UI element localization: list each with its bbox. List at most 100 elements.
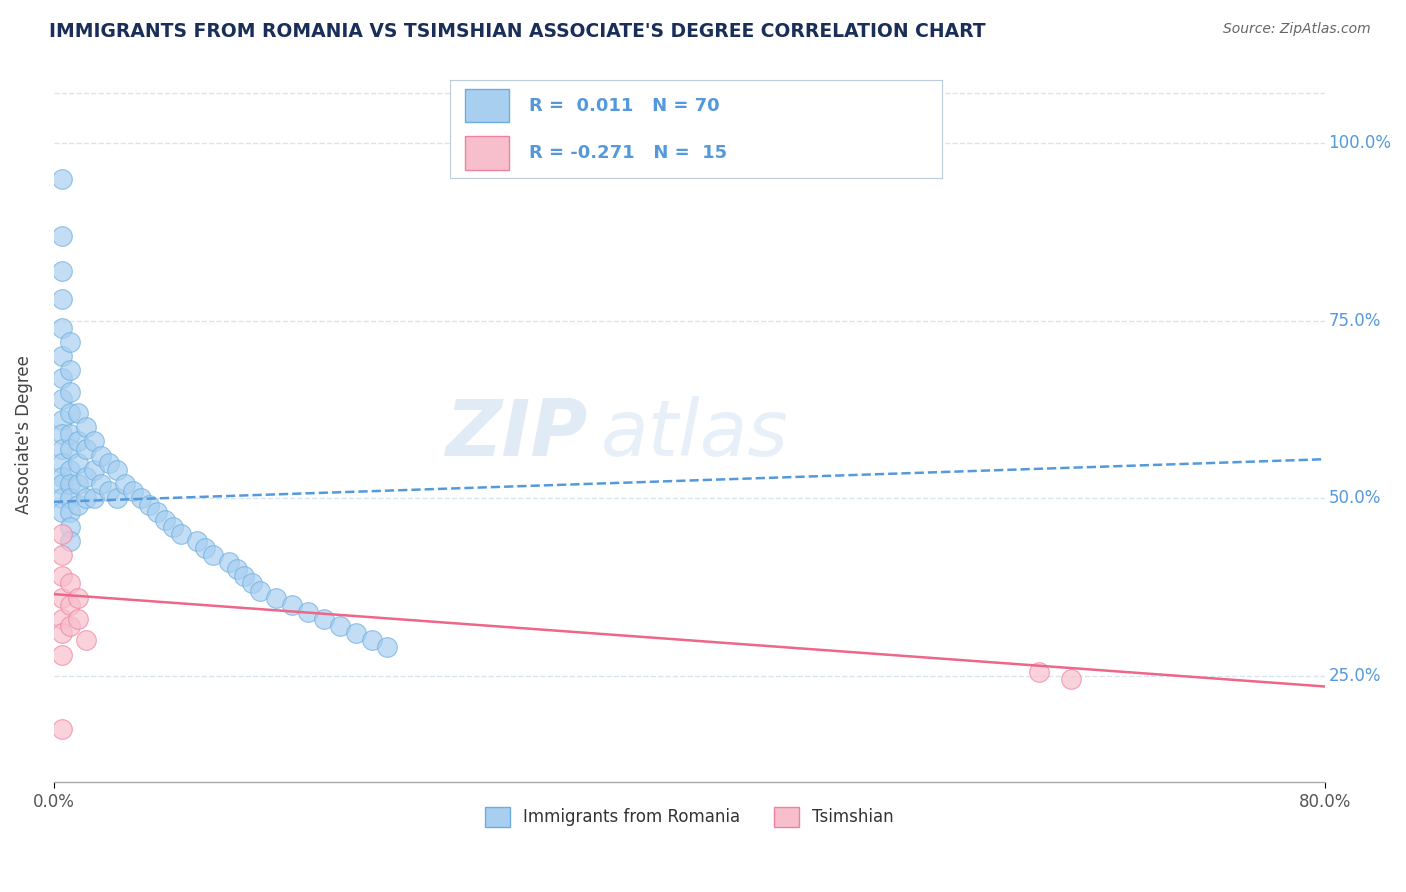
Point [66, 612, 89, 626]
Point [51, 392, 73, 406]
Point [98, 484, 121, 499]
Point [51, 591, 73, 605]
Text: 50.0%: 50.0% [1329, 490, 1381, 508]
Point [51, 722, 73, 736]
Point [146, 506, 169, 520]
Point [59, 506, 82, 520]
Point [75, 633, 97, 648]
Point [59, 427, 82, 442]
Point [59, 576, 82, 591]
Point [377, 640, 399, 655]
Point [51, 349, 73, 363]
Text: R =  0.011   N = 70: R = 0.011 N = 70 [529, 97, 720, 115]
Point [59, 384, 82, 399]
Point [249, 583, 271, 598]
Point [83, 434, 105, 449]
Point [51, 626, 73, 640]
Point [75, 442, 97, 456]
Text: 25.0%: 25.0% [1329, 667, 1381, 685]
Point [360, 633, 382, 648]
Point [51, 321, 73, 335]
Point [218, 555, 240, 569]
Point [186, 533, 208, 548]
Point [170, 526, 193, 541]
Point [329, 619, 352, 633]
Point [59, 363, 82, 377]
Point [51, 612, 73, 626]
Point [51, 470, 73, 484]
Point [66, 499, 89, 513]
Point [66, 477, 89, 491]
Point [1059, 673, 1081, 687]
Y-axis label: Associate's Degree: Associate's Degree [15, 355, 32, 514]
FancyBboxPatch shape [464, 136, 509, 169]
Point [162, 519, 184, 533]
Text: R = -0.271   N =  15: R = -0.271 N = 15 [529, 144, 727, 161]
Point [344, 626, 367, 640]
Point [59, 519, 82, 533]
Point [114, 477, 136, 491]
Point [59, 406, 82, 420]
Point [51, 648, 73, 662]
Point [51, 293, 73, 307]
Point [59, 598, 82, 612]
Point [129, 491, 152, 506]
Point [51, 548, 73, 562]
Point [66, 591, 89, 605]
Point [59, 442, 82, 456]
Text: atlas: atlas [600, 396, 789, 473]
Point [281, 598, 304, 612]
Point [51, 442, 73, 456]
Point [201, 548, 224, 562]
Point [83, 491, 105, 506]
Point [312, 612, 335, 626]
Point [59, 477, 82, 491]
Point [59, 491, 82, 506]
Point [51, 526, 73, 541]
Point [66, 434, 89, 449]
Point [51, 456, 73, 470]
Point [105, 463, 128, 477]
Point [194, 541, 217, 555]
Point [122, 484, 145, 499]
Point [75, 491, 97, 506]
Point [138, 499, 160, 513]
Point [98, 456, 121, 470]
Point [83, 463, 105, 477]
Point [51, 413, 73, 427]
Point [59, 334, 82, 349]
Point [51, 370, 73, 384]
Point [75, 470, 97, 484]
Point [225, 562, 247, 576]
Point [51, 228, 73, 243]
Point [51, 264, 73, 278]
Point [297, 605, 319, 619]
Point [90, 449, 112, 463]
Point [59, 533, 82, 548]
Point [51, 171, 73, 186]
Point [105, 491, 128, 506]
Point [66, 456, 89, 470]
Text: 75.0%: 75.0% [1329, 311, 1381, 330]
Point [264, 591, 287, 605]
Point [153, 512, 176, 526]
Point [51, 477, 73, 491]
Point [51, 569, 73, 583]
Text: ZIP: ZIP [446, 396, 588, 473]
Point [51, 427, 73, 442]
Text: 100.0%: 100.0% [1329, 134, 1392, 153]
Point [59, 619, 82, 633]
Point [51, 506, 73, 520]
Point [90, 477, 112, 491]
Point [242, 576, 264, 591]
Text: IMMIGRANTS FROM ROMANIA VS TSIMSHIAN ASSOCIATE'S DEGREE CORRELATION CHART: IMMIGRANTS FROM ROMANIA VS TSIMSHIAN ASS… [49, 22, 986, 41]
FancyBboxPatch shape [464, 89, 509, 122]
Point [51, 491, 73, 506]
Point [59, 463, 82, 477]
Text: Source: ZipAtlas.com: Source: ZipAtlas.com [1223, 22, 1371, 37]
Point [75, 420, 97, 434]
Point [233, 569, 256, 583]
Point [1028, 665, 1050, 680]
Legend: Immigrants from Romania, Tsimshian: Immigrants from Romania, Tsimshian [478, 801, 900, 833]
Point [66, 406, 89, 420]
